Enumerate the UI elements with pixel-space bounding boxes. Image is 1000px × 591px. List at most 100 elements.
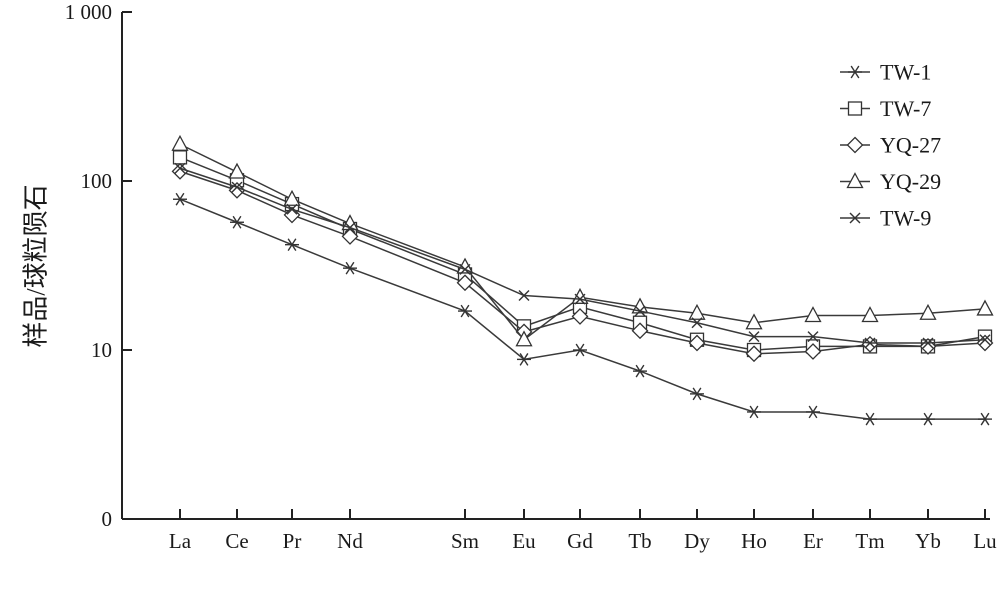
data-point-yq-29 <box>515 330 533 347</box>
y-axis-title: 样品/球粒陨石 <box>22 184 51 347</box>
data-point-tw-1 <box>978 412 992 426</box>
cross-stroke <box>807 331 819 343</box>
data-point-tw-1 <box>173 192 187 206</box>
data-point-tw-9 <box>518 290 530 302</box>
data-point-tw-9 <box>231 181 243 193</box>
legend-item-tw-1: TW-1 <box>840 60 931 85</box>
series-tw-1 <box>173 192 992 426</box>
diamond-marker <box>341 227 359 245</box>
data-point-tw-9 <box>174 162 186 174</box>
data-point-yq-29 <box>456 257 474 274</box>
cross-stroke <box>518 290 530 302</box>
data-point-tw-9 <box>634 305 646 317</box>
asterisk-stroke <box>980 412 990 426</box>
cross-stroke <box>286 203 298 215</box>
data-point-tw-9 <box>864 337 876 349</box>
data-point-tw-1 <box>806 405 820 419</box>
series-line-tw-1 <box>179 198 985 420</box>
cross-stroke <box>459 263 471 275</box>
cross-stroke <box>691 317 703 329</box>
asterisk-stroke <box>575 343 585 357</box>
triangle-marker <box>976 299 994 316</box>
data-point-tw-9 <box>574 293 586 305</box>
asterisk-stroke <box>808 405 818 419</box>
legend-label: YQ-27 <box>880 133 941 158</box>
x-tick-label: Ce <box>225 529 248 553</box>
data-point-yq-29 <box>171 134 189 151</box>
data-point-yq-27 <box>745 345 763 363</box>
x-tick-label: Tm <box>855 529 884 553</box>
x-tick-label: Ho <box>741 529 767 553</box>
asterisk-stroke <box>519 353 529 366</box>
x-tick-label: Yb <box>915 529 941 553</box>
data-point-yq-29 <box>571 287 589 304</box>
triangle-marker <box>515 330 533 347</box>
y-tick-label: 1 000 <box>65 0 112 24</box>
data-point-tw-9 <box>344 222 356 234</box>
data-point-tw-1 <box>230 215 244 229</box>
data-point-tw-1 <box>458 304 472 318</box>
diamond-marker <box>571 308 589 325</box>
cross-stroke <box>231 181 243 193</box>
legend: TW-1 TW-7 YQ-27 YQ-29 TW-9 <box>840 60 941 231</box>
asterisk-stroke <box>749 405 759 419</box>
asterisk-stroke <box>287 238 297 252</box>
legend-item-tw-7: TW-7 <box>840 96 931 121</box>
data-point-yq-29 <box>228 162 246 179</box>
cross-stroke <box>174 162 186 174</box>
series-line-tw-9 <box>179 167 986 344</box>
legend-marker <box>849 212 861 224</box>
data-point-yq-29 <box>745 313 763 330</box>
legend-marker <box>846 172 864 189</box>
data-point-tw-9 <box>979 334 991 346</box>
data-point-tw-9 <box>286 203 298 215</box>
triangle-marker <box>283 189 301 206</box>
series-line-tw-7 <box>179 156 986 351</box>
legend-marker <box>848 65 862 79</box>
cross-stroke <box>864 337 876 349</box>
triangle-marker <box>571 287 589 304</box>
y-tick-label: 0 <box>102 507 113 531</box>
triangle-marker <box>456 257 474 274</box>
diamond-marker <box>745 345 763 363</box>
x-tick-label: Sm <box>451 529 479 553</box>
triangle-marker <box>631 297 649 314</box>
legend-label: TW-1 <box>880 60 931 85</box>
cross-stroke <box>748 331 760 343</box>
legend-item-tw-9: TW-9 <box>840 206 931 231</box>
data-point-tw-9 <box>748 331 760 343</box>
cross-stroke <box>634 305 646 317</box>
legend-item-yq-27: YQ-27 <box>840 133 941 158</box>
x-tick-label: La <box>169 529 192 553</box>
diamond-marker <box>456 274 474 292</box>
cross-stroke <box>574 293 586 305</box>
series-tw-9 <box>174 162 991 349</box>
diamond-marker <box>171 162 189 180</box>
data-point-tw-9 <box>807 331 819 343</box>
x-tick-label: Dy <box>684 529 710 553</box>
data-point-tw-1 <box>633 364 647 378</box>
series-yq-29 <box>171 134 994 347</box>
y-ticks: 0 10 100 1 000 <box>65 0 132 531</box>
legend-label: TW-9 <box>880 206 931 231</box>
cross-stroke <box>849 212 861 224</box>
x-tick-label: Nd <box>337 529 363 553</box>
square-marker <box>172 150 188 165</box>
data-point-tw-7 <box>172 150 188 165</box>
data-point-tw-1 <box>517 353 531 366</box>
data-point-yq-27 <box>571 308 589 325</box>
asterisk-stroke <box>345 261 355 275</box>
triangle-marker <box>804 306 822 323</box>
series-yq-27 <box>171 162 994 363</box>
asterisk-stroke <box>460 304 470 318</box>
data-point-yq-29 <box>804 306 822 323</box>
y-tick-label: 100 <box>81 169 113 193</box>
data-point-tw-1 <box>285 238 299 252</box>
triangle-marker <box>745 313 763 330</box>
asterisk-stroke <box>635 364 645 378</box>
legend-label: YQ-29 <box>880 169 941 194</box>
data-point-tw-1 <box>863 412 877 426</box>
x-ticks: La Ce Pr Nd Sm Eu Gd Tb Dy Ho Er Tm Yb Lu <box>169 509 997 553</box>
x-tick-label: Gd <box>567 529 593 553</box>
x-tick-label: Tb <box>628 529 651 553</box>
